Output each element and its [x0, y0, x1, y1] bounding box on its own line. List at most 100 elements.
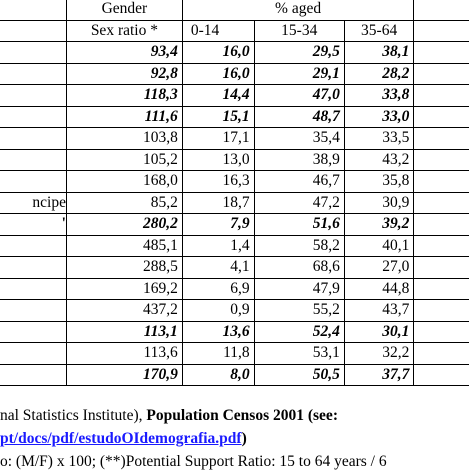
footnote: o: (M/F) x 100; (**)Potential Support Ra…	[0, 453, 387, 470]
table-row: 170,9 8,0 50,5 37,7	[0, 363, 469, 386]
age-35-64-cell: 32,2	[343, 342, 415, 365]
row-edge-cell	[413, 299, 469, 322]
row-edge-cell	[413, 170, 469, 193]
table-row: 113,1 13,6 52,4 30,1	[0, 320, 469, 343]
age-35-64-cell: 33,8	[343, 84, 415, 107]
table-row: 168,0 16,3 46,7 35,8	[0, 170, 469, 193]
sex-ratio-cell: 280,2	[65, 213, 183, 236]
row-label	[0, 41, 67, 64]
row-label	[0, 105, 67, 128]
source-title: Population Censos 2001 (see:	[146, 407, 338, 424]
source-link-suffix: )	[241, 430, 247, 447]
sex-ratio-cell: 113,1	[65, 320, 183, 343]
age-35-64-cell: 33,0	[343, 105, 415, 128]
age-35-64-cell: 39,2	[343, 213, 415, 236]
table-row: ' 280,2 7,9 51,6 39,2	[0, 213, 469, 236]
sex-ratio-cell: 85,2	[65, 191, 183, 214]
row-label	[0, 277, 67, 300]
table-row: 111,6 15,1 48,7 33,0	[0, 105, 469, 128]
row-label	[0, 299, 67, 322]
row-edge-cell	[413, 342, 469, 365]
header-blank-cell	[0, 0, 67, 21]
age-0-14-cell: 17,1	[181, 127, 255, 150]
age-35-64-header: 35-64	[343, 19, 415, 42]
age-35-64-cell: 35,8	[343, 170, 415, 193]
row-label	[0, 256, 67, 279]
row-edge-cell	[413, 363, 469, 386]
age-15-34-cell: 55,2	[253, 299, 345, 322]
header-row-1: Gender % aged	[0, 0, 469, 21]
age-15-34-cell: 50,5	[253, 363, 345, 386]
sex-ratio-header: Sex ratio *	[65, 19, 183, 42]
row-label	[0, 170, 67, 193]
age-15-34-cell: 51,6	[253, 213, 345, 236]
age-15-34-cell: 68,6	[253, 256, 345, 279]
age-15-34-cell: 52,4	[253, 320, 345, 343]
row-edge-cell	[413, 84, 469, 107]
sex-ratio-cell: 93,4	[65, 41, 183, 64]
table-row: 437,2 0,9 55,2 43,7	[0, 299, 469, 322]
sex-ratio-cell: 437,2	[65, 299, 183, 322]
table-row: 103,8 17,1 35,4 33,5	[0, 127, 469, 150]
sex-ratio-cell: 105,2	[65, 148, 183, 171]
age-0-14-cell: 15,1	[181, 105, 255, 128]
row-edge-cell	[413, 105, 469, 128]
age-35-64-cell: 43,7	[343, 299, 415, 322]
row-label	[0, 363, 67, 386]
age-0-14-cell: 7,9	[181, 213, 255, 236]
age-15-34-cell: 47,2	[253, 191, 345, 214]
table-row: 92,8 16,0 29,1 28,2	[0, 62, 469, 85]
sex-ratio-cell: 113,6	[65, 342, 183, 365]
age-15-34-cell: 47,9	[253, 277, 345, 300]
sex-ratio-cell: 111,6	[65, 105, 183, 128]
age-0-14-cell: 18,7	[181, 191, 255, 214]
table-row: 118,3 14,4 47,0 33,8	[0, 84, 469, 107]
row-label	[0, 62, 67, 85]
row-label	[0, 320, 67, 343]
row-edge-cell	[413, 62, 469, 85]
age-0-14-cell: 8,0	[181, 363, 255, 386]
population-table: Gender % aged Sex ratio * 0-14 15-34 35-…	[0, 0, 469, 386]
table-row: 93,4 16,0 29,5 38,1	[0, 41, 469, 64]
source-prefix: nal Statistics Institute),	[0, 407, 147, 424]
age-15-34-cell: 58,2	[253, 234, 345, 257]
row-label: '	[0, 213, 67, 236]
age-35-64-cell: 30,1	[343, 320, 415, 343]
row-edge-cell	[413, 127, 469, 150]
row-edge-cell	[413, 41, 469, 64]
age-0-14-cell: 13,6	[181, 320, 255, 343]
age-0-14-header: 0-14	[181, 19, 255, 42]
sex-ratio-cell: 169,2	[65, 277, 183, 300]
age-15-34-cell: 29,5	[253, 41, 345, 64]
age-15-34-cell: 38,9	[253, 148, 345, 171]
row-label	[0, 127, 67, 150]
table-row: 113,6 11,8 53,1 32,2	[0, 342, 469, 365]
row-edge-cell	[413, 148, 469, 171]
sex-ratio-cell: 168,0	[65, 170, 183, 193]
row-label: ncipe	[0, 191, 67, 214]
sex-ratio-cell: 170,9	[65, 363, 183, 386]
age-35-64-cell: 43,2	[343, 148, 415, 171]
percent-aged-header: % aged	[181, 0, 415, 21]
age-35-64-cell: 44,8	[343, 277, 415, 300]
header-edge-cell	[413, 0, 469, 21]
header-row-2: Sex ratio * 0-14 15-34 35-64	[0, 19, 469, 42]
sex-ratio-cell: 485,1	[65, 234, 183, 257]
age-35-64-cell: 28,2	[343, 62, 415, 85]
age-15-34-cell: 29,1	[253, 62, 345, 85]
sex-ratio-cell: 103,8	[65, 127, 183, 150]
row-edge-cell	[413, 234, 469, 257]
age-0-14-cell: 14,4	[181, 84, 255, 107]
age-35-64-cell: 38,1	[343, 41, 415, 64]
source-link[interactable]: pt/docs/pdf/estudoOIdemografia.pdf	[0, 430, 242, 447]
age-0-14-cell: 1,4	[181, 234, 255, 257]
row-label	[0, 342, 67, 365]
row-edge-cell	[413, 277, 469, 300]
row-label	[0, 234, 67, 257]
table-row: 105,2 13,0 38,9 43,2	[0, 148, 469, 171]
sex-ratio-cell: 92,8	[65, 62, 183, 85]
table-row: 485,1 1,4 58,2 40,1	[0, 234, 469, 257]
age-0-14-cell: 13,0	[181, 148, 255, 171]
header-edge-cell-2	[413, 19, 469, 42]
table-row: ncipe 85,2 18,7 47,2 30,9	[0, 191, 469, 214]
